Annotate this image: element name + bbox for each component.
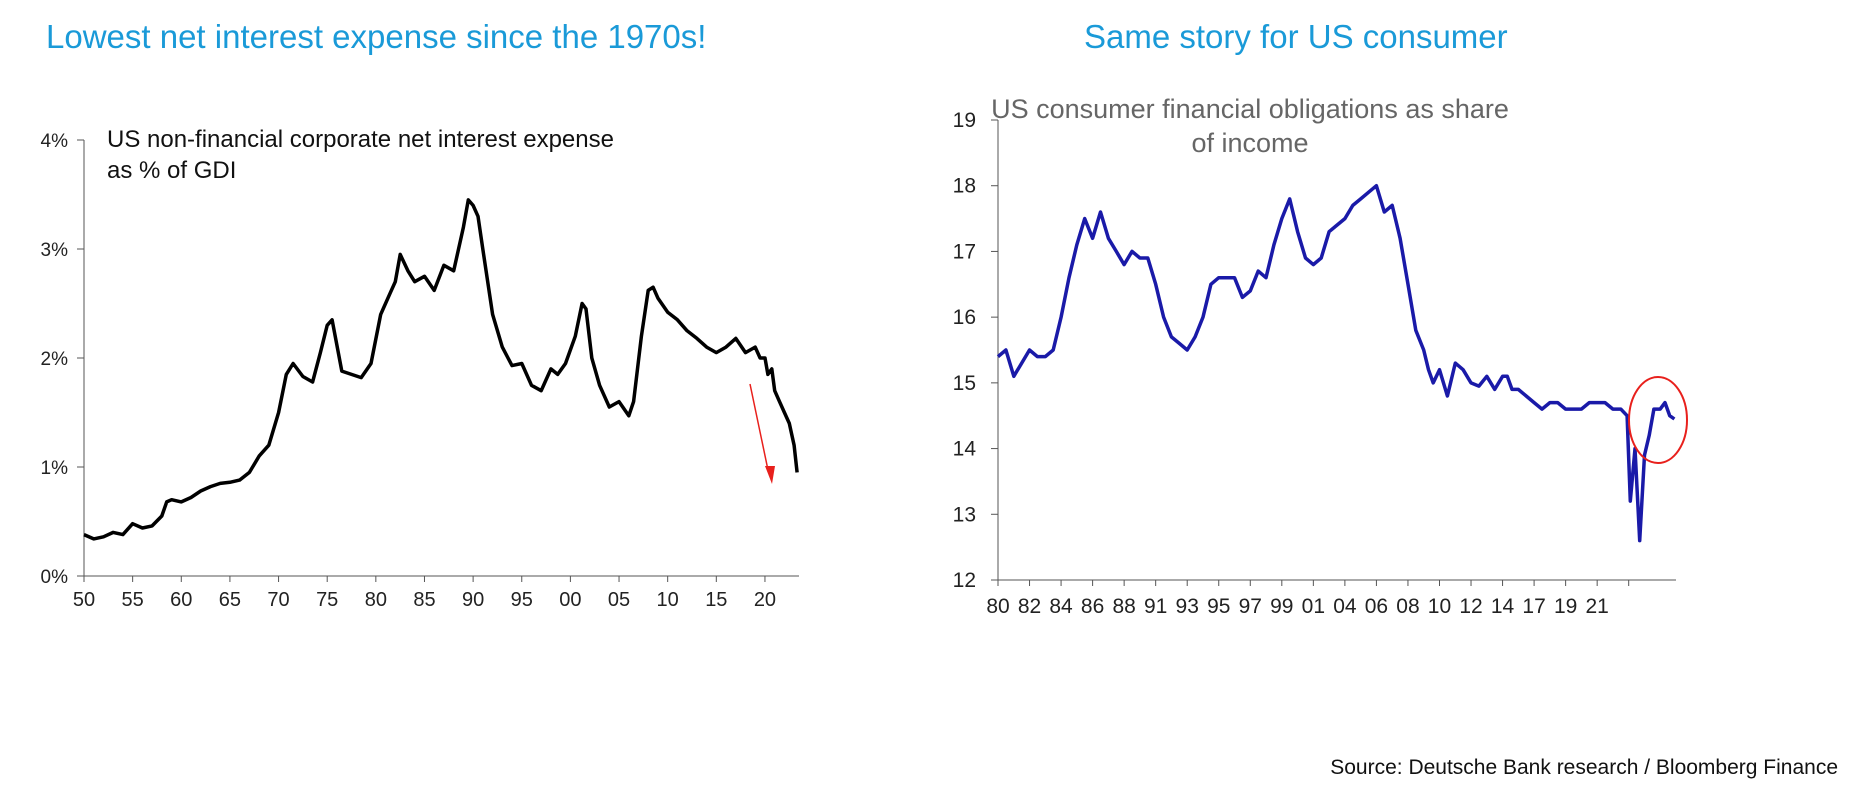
left-chart-heading: Lowest net interest expense since the 19… — [46, 18, 707, 55]
right-x-tick-label: 82 — [1018, 595, 1041, 618]
right-inner-title-line1: US consumer financial obligations as sha… — [991, 94, 1509, 124]
left-x-tick-label: 55 — [122, 589, 144, 611]
right-chart-heading: Same story for US consumer — [1084, 18, 1508, 55]
right-y-tick-label: 19 — [953, 109, 976, 132]
right-y-tick-label: 16 — [953, 306, 976, 329]
left-series-line — [83, 198, 799, 541]
right-y-tick-label: 18 — [953, 175, 976, 198]
source-note: Source: Deutsche Bank research / Bloombe… — [1330, 756, 1838, 779]
left-x-tick-label: 20 — [754, 589, 776, 611]
red-circle-annotation — [1628, 376, 1688, 464]
left-inner-title-line1: US non-financial corporate net interest … — [107, 126, 614, 153]
left-x-tick-label: 80 — [365, 589, 387, 611]
red-arrow-annotation — [749, 383, 775, 484]
right-x-tick-label: 88 — [1112, 595, 1135, 618]
right-x-tick-label: 04 — [1333, 595, 1357, 618]
left-x-tick-label: 50 — [73, 589, 95, 611]
right-y-tick-label: 14 — [953, 438, 977, 461]
right-x-tick-label: 84 — [1049, 595, 1073, 618]
left-x-tick-label: 90 — [462, 589, 484, 611]
right-x-tick-label: 14 — [1491, 595, 1515, 618]
left-x-tick-label: 05 — [608, 589, 630, 611]
right-x-tick-label: 01 — [1302, 595, 1325, 618]
right-x-tick-label: 97 — [1239, 595, 1262, 618]
right-x-tick-label: 21 — [1585, 595, 1608, 618]
left-y-tick-label: 3% — [41, 240, 69, 261]
right-y-tick-label: 13 — [953, 503, 976, 526]
right-y-tick-label: 15 — [953, 372, 976, 395]
right-x-tick-label: 17 — [1522, 595, 1545, 618]
right-y-tick-label: 17 — [953, 240, 976, 263]
right-x-tick-label: 19 — [1554, 595, 1577, 618]
right-x-tick-label: 86 — [1081, 595, 1104, 618]
left-y-tick-label: 0% — [41, 567, 69, 588]
left-y-tick-label: 1% — [41, 458, 69, 479]
right-series-line — [996, 183, 1676, 543]
left-x-tick-label: 15 — [705, 589, 727, 611]
right-x-tick-label: 06 — [1365, 595, 1388, 618]
right-chart: US consumer financial obligations as sha… — [953, 94, 1688, 618]
right-x-tick-label: 08 — [1396, 595, 1419, 618]
right-x-tick-label: 91 — [1144, 595, 1167, 618]
red-arrow-shaft — [749, 383, 769, 471]
right-inner-title-line2: of income — [1191, 128, 1308, 158]
right-x-tick-label: 12 — [1459, 595, 1482, 618]
left-y-tick-label: 4% — [41, 131, 69, 152]
left-x-tick-label: 10 — [657, 589, 679, 611]
right-x-tick-label: 10 — [1428, 595, 1451, 618]
right-x-tick-label: 80 — [986, 595, 1009, 618]
left-y-tick-label: 2% — [41, 349, 69, 370]
left-x-tick-label: 65 — [219, 589, 241, 611]
red-arrow-head — [765, 466, 775, 484]
right-x-tick-label: 93 — [1176, 595, 1199, 618]
left-x-tick-label: 60 — [170, 589, 192, 611]
left-x-tick-label: 85 — [413, 589, 435, 611]
left-x-tick-label: 00 — [559, 589, 581, 611]
left-inner-title-line2: as % of GDI — [107, 157, 236, 184]
left-x-tick-label: 95 — [511, 589, 533, 611]
right-x-tick-label: 99 — [1270, 595, 1293, 618]
right-y-tick-label: 12 — [953, 569, 976, 592]
left-x-tick-label: 75 — [316, 589, 338, 611]
left-x-tick-label: 70 — [267, 589, 289, 611]
right-x-tick-label: 95 — [1207, 595, 1230, 618]
left-chart: US non-financial corporate net interest … — [41, 126, 799, 611]
